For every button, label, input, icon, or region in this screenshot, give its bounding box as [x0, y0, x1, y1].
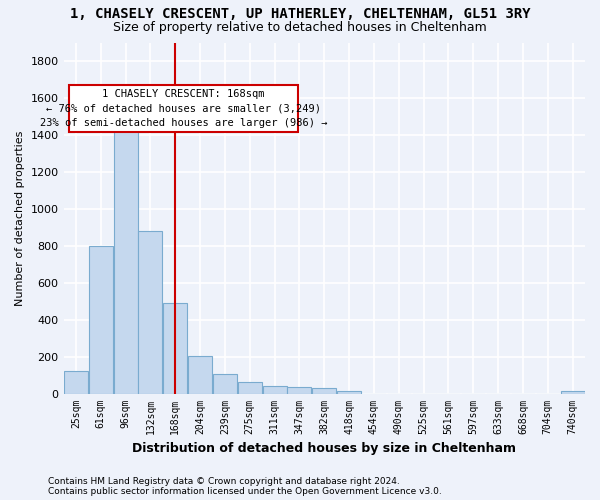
Bar: [139, 231, 163, 394]
Bar: [163, 303, 187, 394]
Bar: [89, 246, 113, 394]
Text: 1 CHASELY CRESCENT: 168sqm: 1 CHASELY CRESCENT: 168sqm: [102, 89, 265, 99]
Bar: [263, 386, 287, 394]
Bar: [113, 120, 137, 394]
Bar: [238, 382, 262, 394]
FancyBboxPatch shape: [69, 84, 298, 132]
Bar: [337, 392, 361, 394]
Text: Size of property relative to detached houses in Cheltenham: Size of property relative to detached ho…: [113, 21, 487, 34]
Text: Contains HM Land Registry data © Crown copyright and database right 2024.: Contains HM Land Registry data © Crown c…: [48, 477, 400, 486]
Bar: [287, 387, 311, 394]
Text: 1, CHASELY CRESCENT, UP HATHERLEY, CHELTENHAM, GL51 3RY: 1, CHASELY CRESCENT, UP HATHERLEY, CHELT…: [70, 8, 530, 22]
Bar: [312, 388, 337, 394]
X-axis label: Distribution of detached houses by size in Cheltenham: Distribution of detached houses by size …: [132, 442, 516, 455]
Bar: [213, 374, 237, 394]
Y-axis label: Number of detached properties: Number of detached properties: [15, 130, 25, 306]
Text: ← 76% of detached houses are smaller (3,249): ← 76% of detached houses are smaller (3,…: [46, 103, 321, 113]
Bar: [64, 372, 88, 394]
Bar: [560, 392, 584, 394]
Bar: [188, 356, 212, 394]
Text: 23% of semi-detached houses are larger (986) →: 23% of semi-detached houses are larger (…: [40, 118, 327, 128]
Text: Contains public sector information licensed under the Open Government Licence v3: Contains public sector information licen…: [48, 487, 442, 496]
